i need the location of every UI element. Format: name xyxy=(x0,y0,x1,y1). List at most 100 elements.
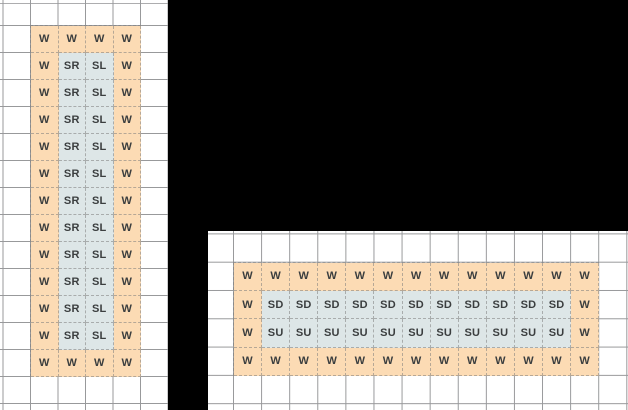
tile-w[interactable]: W xyxy=(430,262,459,291)
tile-w[interactable]: W xyxy=(571,290,600,320)
tile-sr[interactable]: SR xyxy=(58,107,86,134)
tile-sl[interactable]: SL xyxy=(86,215,114,242)
tile-w[interactable]: W xyxy=(113,188,141,215)
tile-w[interactable]: W xyxy=(290,262,319,291)
tile-w[interactable]: W xyxy=(31,53,59,80)
tile-w[interactable]: W xyxy=(86,350,114,377)
tile-w[interactable]: W xyxy=(234,262,263,291)
tile-w[interactable]: W xyxy=(571,262,600,291)
tile-sl[interactable]: SL xyxy=(86,107,114,134)
tile-w[interactable]: W xyxy=(31,242,59,269)
tile-sd[interactable]: SD xyxy=(318,290,347,320)
tile-w[interactable]: W xyxy=(113,134,141,161)
tile-w[interactable]: W xyxy=(113,242,141,269)
tile-w[interactable]: W xyxy=(486,262,515,291)
tile-w[interactable]: W xyxy=(31,188,59,215)
tile-w[interactable]: W xyxy=(31,350,59,377)
tile-sl[interactable]: SL xyxy=(86,134,114,161)
tile-sl[interactable]: SL xyxy=(86,323,114,350)
tile-w[interactable]: W xyxy=(458,347,487,376)
tile-sr[interactable]: SR xyxy=(58,269,86,296)
tile-sl[interactable]: SL xyxy=(86,53,114,80)
tile-sr[interactable]: SR xyxy=(58,323,86,350)
tile-w[interactable]: W xyxy=(113,161,141,188)
tile-sr[interactable]: SR xyxy=(58,80,86,107)
tile-w[interactable]: W xyxy=(458,262,487,291)
tile-su[interactable]: SU xyxy=(402,319,431,348)
tile-sd[interactable]: SD xyxy=(374,290,403,320)
tile-su[interactable]: SU xyxy=(374,319,403,348)
tile-sr[interactable]: SR xyxy=(58,134,86,161)
tile-w[interactable]: W xyxy=(346,347,375,376)
tile-w[interactable]: W xyxy=(318,262,347,291)
tile-w[interactable]: W xyxy=(58,26,86,53)
tile-w[interactable]: W xyxy=(113,296,141,323)
tile-w[interactable]: W xyxy=(430,347,459,376)
tile-sl[interactable]: SL xyxy=(86,161,114,188)
tile-w[interactable]: W xyxy=(402,347,431,376)
tile-w[interactable]: W xyxy=(86,26,114,53)
tile-w[interactable]: W xyxy=(374,262,403,291)
tile-sr[interactable]: SR xyxy=(58,161,86,188)
tile-sd[interactable]: SD xyxy=(543,290,572,320)
tile-su[interactable]: SU xyxy=(514,319,544,348)
tile-w[interactable]: W xyxy=(346,262,375,291)
tile-w[interactable]: W xyxy=(262,262,291,291)
tile-w[interactable]: W xyxy=(374,347,403,376)
tile-w[interactable]: W xyxy=(113,80,141,107)
tile-sr[interactable]: SR xyxy=(58,53,86,80)
tile-w[interactable]: W xyxy=(31,107,59,134)
tile-w[interactable]: W xyxy=(58,350,86,377)
tile-w[interactable]: W xyxy=(31,134,59,161)
tile-w[interactable]: W xyxy=(113,107,141,134)
tile-w[interactable]: W xyxy=(113,269,141,296)
tile-w[interactable]: W xyxy=(113,350,141,377)
tile-sd[interactable]: SD xyxy=(346,290,375,320)
tile-w[interactable]: W xyxy=(31,269,59,296)
tile-su[interactable]: SU xyxy=(430,319,459,348)
tile-sl[interactable]: SL xyxy=(86,269,114,296)
tile-su[interactable]: SU xyxy=(543,319,572,348)
tile-w[interactable]: W xyxy=(234,290,263,320)
tile-w[interactable]: W xyxy=(234,347,263,376)
tile-sr[interactable]: SR xyxy=(58,242,86,269)
tile-sr[interactable]: SR xyxy=(58,188,86,215)
tile-sd[interactable]: SD xyxy=(262,290,291,320)
tile-w[interactable]: W xyxy=(31,26,59,53)
tile-w[interactable]: W xyxy=(543,347,572,376)
tile-w[interactable]: W xyxy=(514,262,544,291)
tile-su[interactable]: SU xyxy=(290,319,319,348)
tile-w[interactable]: W xyxy=(318,347,347,376)
tile-w[interactable]: W xyxy=(571,347,600,376)
tile-w[interactable]: W xyxy=(514,347,544,376)
tile-w[interactable]: W xyxy=(486,347,515,376)
tile-w[interactable]: W xyxy=(31,161,59,188)
tile-sl[interactable]: SL xyxy=(86,188,114,215)
tile-w[interactable]: W xyxy=(402,262,431,291)
tile-w[interactable]: W xyxy=(262,347,291,376)
tile-sd[interactable]: SD xyxy=(430,290,459,320)
tile-sl[interactable]: SL xyxy=(86,296,114,323)
tile-w[interactable]: W xyxy=(113,26,141,53)
tile-su[interactable]: SU xyxy=(346,319,375,348)
tile-sd[interactable]: SD xyxy=(290,290,319,320)
tile-sd[interactable]: SD xyxy=(458,290,487,320)
tile-sd[interactable]: SD xyxy=(402,290,431,320)
tile-w[interactable]: W xyxy=(31,80,59,107)
tile-su[interactable]: SU xyxy=(486,319,515,348)
tile-sd[interactable]: SD xyxy=(514,290,544,320)
tile-sd[interactable]: SD xyxy=(486,290,515,320)
tile-w[interactable]: W xyxy=(290,347,319,376)
tile-w[interactable]: W xyxy=(31,323,59,350)
tile-sr[interactable]: SR xyxy=(58,296,86,323)
tile-sl[interactable]: SL xyxy=(86,80,114,107)
tile-w[interactable]: W xyxy=(543,262,572,291)
tile-w[interactable]: W xyxy=(571,319,600,348)
tile-su[interactable]: SU xyxy=(318,319,347,348)
tile-w[interactable]: W xyxy=(113,323,141,350)
tile-su[interactable]: SU xyxy=(262,319,291,348)
tile-sr[interactable]: SR xyxy=(58,215,86,242)
tile-w[interactable]: W xyxy=(113,53,141,80)
tile-w[interactable]: W xyxy=(31,215,59,242)
tile-w[interactable]: W xyxy=(31,296,59,323)
